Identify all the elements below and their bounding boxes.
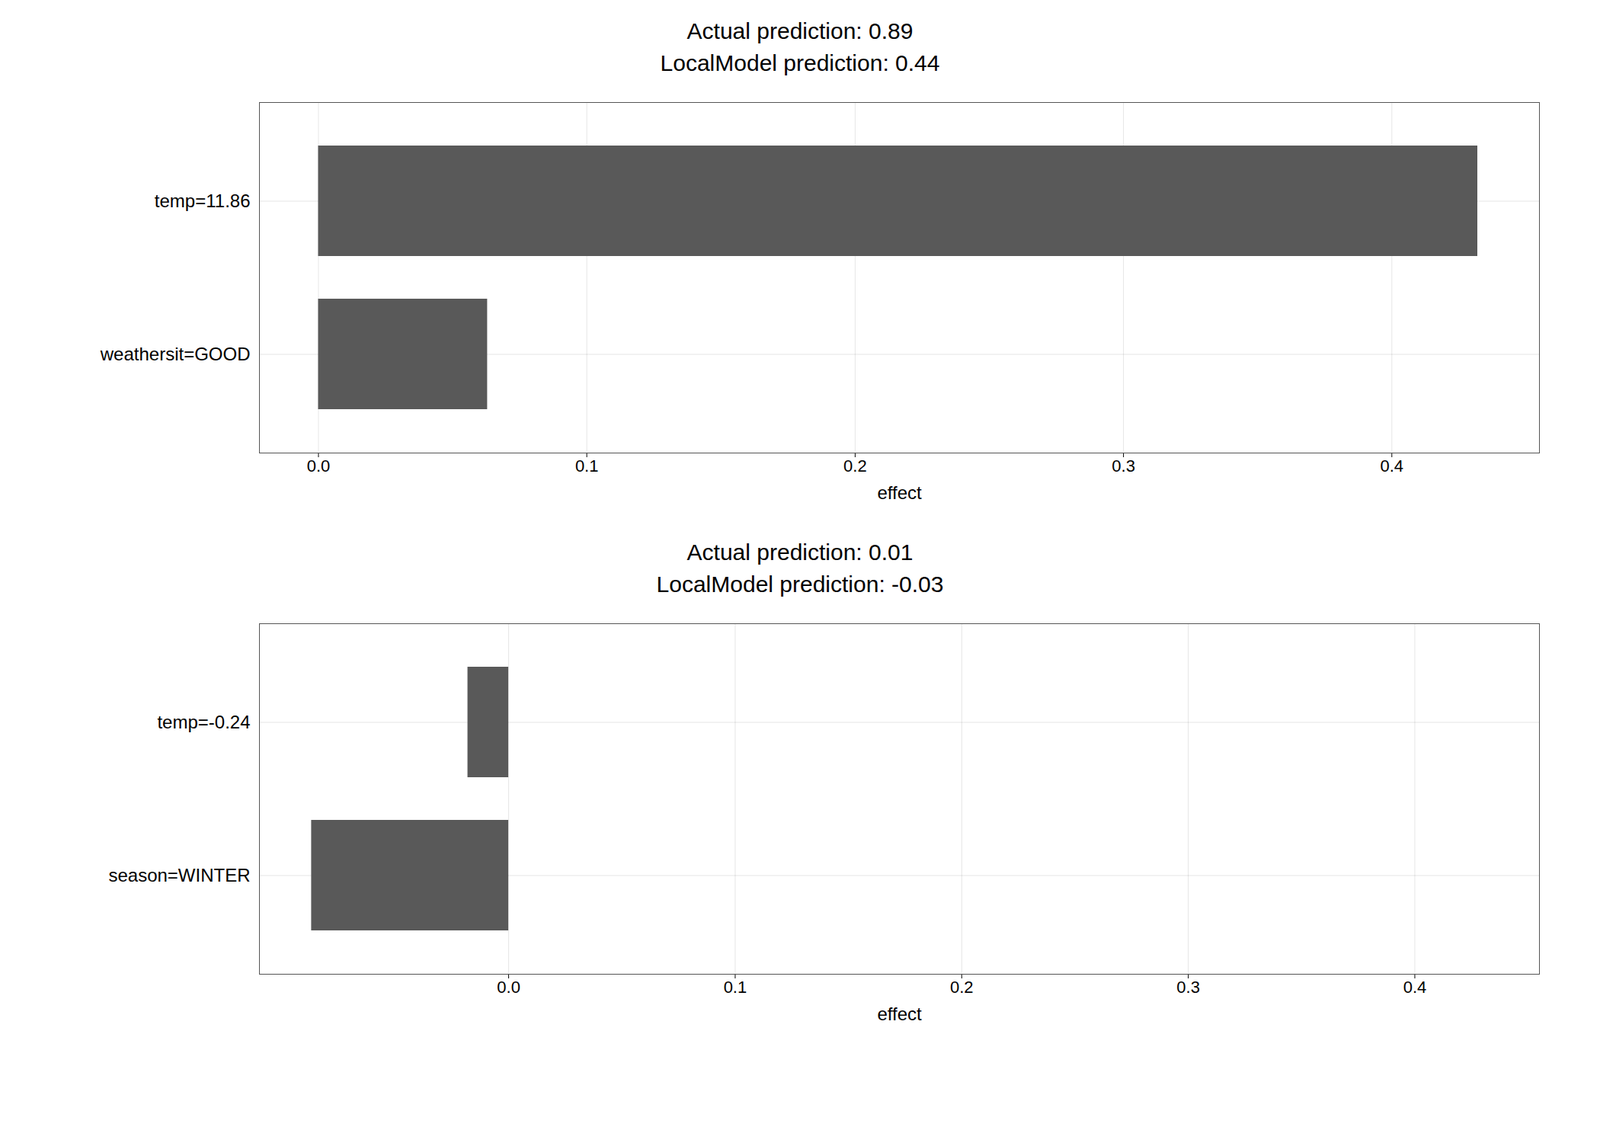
svg-text:0.3: 0.3: [1176, 977, 1200, 997]
html-text:Actual prediction: 0.01: Actual prediction: 0.01: [686, 539, 914, 565]
html-text:LocalModel prediction: -0.03: LocalModel prediction: -0.03: [656, 571, 944, 597]
svg-text:weathersit=GOOD: weathersit=GOOD: [99, 343, 251, 365]
svg-text:0.0: 0.0: [307, 456, 331, 476]
svg-text:temp=11.86: temp=11.86: [154, 190, 251, 212]
svg-text:0.2: 0.2: [843, 456, 868, 476]
svg-text:0.0: 0.0: [496, 977, 521, 997]
svg-text:0.3: 0.3: [1111, 456, 1136, 476]
svg-text:0.4: 0.4: [1403, 977, 1428, 997]
svg-text:season=WINTER: season=WINTER: [108, 864, 250, 886]
html-text:LocalModel prediction: 0.44: LocalModel prediction: 0.44: [660, 50, 940, 76]
html-text:Actual prediction: 0.89: Actual prediction: 0.89: [686, 18, 914, 44]
svg-text:0.1: 0.1: [575, 456, 599, 476]
svg-text:temp=-0.24: temp=-0.24: [156, 711, 250, 733]
svg-text:0.2: 0.2: [950, 977, 974, 997]
svg-text:effect: effect: [876, 482, 922, 503]
svg-text:0.4: 0.4: [1379, 456, 1404, 476]
svg-text:0.1: 0.1: [723, 977, 748, 997]
svg-text:effect: effect: [876, 1003, 922, 1024]
